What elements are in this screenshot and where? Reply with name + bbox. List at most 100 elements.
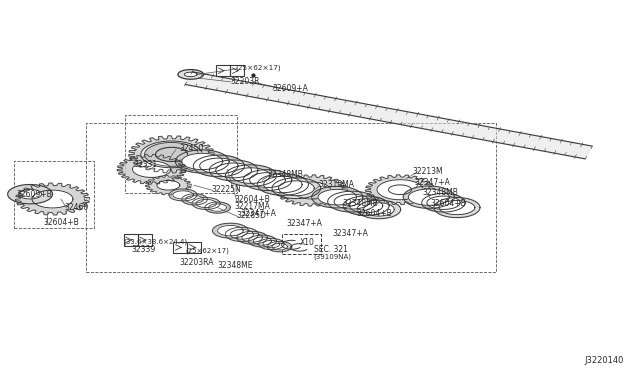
Bar <box>187 242 201 253</box>
Polygon shape <box>156 147 188 161</box>
Polygon shape <box>248 235 276 247</box>
Polygon shape <box>439 201 475 215</box>
Polygon shape <box>232 168 270 183</box>
Polygon shape <box>225 165 276 186</box>
Polygon shape <box>243 170 292 190</box>
Text: J3220140: J3220140 <box>584 356 624 365</box>
Polygon shape <box>200 158 238 174</box>
Polygon shape <box>334 194 370 209</box>
Polygon shape <box>318 189 356 205</box>
Text: 32348MB: 32348MB <box>268 170 303 179</box>
Text: (39109NA): (39109NA) <box>314 253 351 260</box>
Polygon shape <box>212 223 248 238</box>
Text: SEC. 321: SEC. 321 <box>314 246 348 254</box>
Polygon shape <box>278 181 314 196</box>
Text: 32331: 32331 <box>133 160 157 169</box>
Text: 32450: 32450 <box>179 144 204 153</box>
Bar <box>138 234 152 246</box>
Text: 32225N: 32225N <box>211 185 241 194</box>
Text: 32285D: 32285D <box>237 211 267 220</box>
Polygon shape <box>216 163 252 178</box>
Polygon shape <box>209 160 258 181</box>
Bar <box>86 123 496 272</box>
Bar <box>173 242 187 253</box>
Polygon shape <box>129 136 214 173</box>
Polygon shape <box>173 191 193 199</box>
Text: 32348ME: 32348ME <box>218 262 253 270</box>
Text: (25×62×17): (25×62×17) <box>186 248 230 254</box>
Polygon shape <box>242 233 262 242</box>
Polygon shape <box>145 176 191 195</box>
Text: 32213M: 32213M <box>413 167 444 176</box>
Text: 32347+A: 32347+A <box>240 209 276 218</box>
Text: 32604+B: 32604+B <box>44 218 79 227</box>
Polygon shape <box>408 189 449 205</box>
Text: 32310MA: 32310MA <box>318 180 354 189</box>
Polygon shape <box>250 173 285 187</box>
Polygon shape <box>193 155 244 177</box>
Polygon shape <box>349 199 383 213</box>
Polygon shape <box>237 231 268 244</box>
Text: (25×62×17): (25×62×17) <box>236 64 281 71</box>
Text: (33.6×38.6×24.4): (33.6×38.6×24.4) <box>123 238 187 245</box>
Polygon shape <box>32 190 73 208</box>
Polygon shape <box>434 198 480 218</box>
Polygon shape <box>377 180 423 200</box>
Polygon shape <box>218 225 243 236</box>
Polygon shape <box>292 182 331 199</box>
Bar <box>125 115 237 193</box>
Polygon shape <box>264 176 302 193</box>
Polygon shape <box>276 175 348 206</box>
Polygon shape <box>132 161 171 177</box>
Text: 32347+A: 32347+A <box>415 178 451 187</box>
Polygon shape <box>184 72 197 77</box>
Polygon shape <box>272 243 287 250</box>
Text: 32347+A: 32347+A <box>332 229 368 238</box>
Polygon shape <box>157 180 180 190</box>
Text: 32347+A: 32347+A <box>286 219 322 228</box>
Polygon shape <box>263 240 280 248</box>
Text: 32348MB: 32348MB <box>342 199 378 208</box>
Text: 32460: 32460 <box>64 203 88 212</box>
Polygon shape <box>422 193 465 212</box>
Text: 32348MB: 32348MB <box>422 188 458 197</box>
Polygon shape <box>196 199 216 208</box>
Polygon shape <box>182 194 207 205</box>
Polygon shape <box>209 204 227 211</box>
Polygon shape <box>186 196 204 203</box>
Polygon shape <box>182 153 223 170</box>
Polygon shape <box>205 202 230 213</box>
Polygon shape <box>8 185 52 204</box>
Polygon shape <box>253 237 271 245</box>
Bar <box>124 234 138 246</box>
Polygon shape <box>225 227 259 241</box>
Text: 32217MA: 32217MA <box>234 202 270 211</box>
Bar <box>282 234 321 254</box>
Polygon shape <box>364 203 394 216</box>
Polygon shape <box>169 189 197 201</box>
Polygon shape <box>272 178 321 199</box>
Polygon shape <box>186 72 592 159</box>
Text: X10: X10 <box>300 238 314 247</box>
Polygon shape <box>312 186 363 208</box>
Text: 32604+B: 32604+B <box>234 195 270 204</box>
Text: 32203R: 32203R <box>230 77 260 86</box>
Polygon shape <box>175 150 229 173</box>
Polygon shape <box>259 238 284 250</box>
Text: 32609+B: 32609+B <box>16 190 52 199</box>
Text: 32604+B: 32604+B <box>430 199 466 208</box>
Polygon shape <box>403 186 454 208</box>
Text: 32604+B: 32604+B <box>356 209 392 218</box>
Polygon shape <box>268 241 292 252</box>
Text: 32339: 32339 <box>131 245 156 254</box>
Polygon shape <box>343 196 389 215</box>
Polygon shape <box>15 183 90 215</box>
Polygon shape <box>19 189 42 199</box>
Bar <box>216 65 230 76</box>
Polygon shape <box>365 175 435 205</box>
Polygon shape <box>117 154 186 184</box>
Polygon shape <box>230 230 253 239</box>
Bar <box>14 161 94 228</box>
Polygon shape <box>141 141 202 168</box>
Polygon shape <box>328 191 376 212</box>
